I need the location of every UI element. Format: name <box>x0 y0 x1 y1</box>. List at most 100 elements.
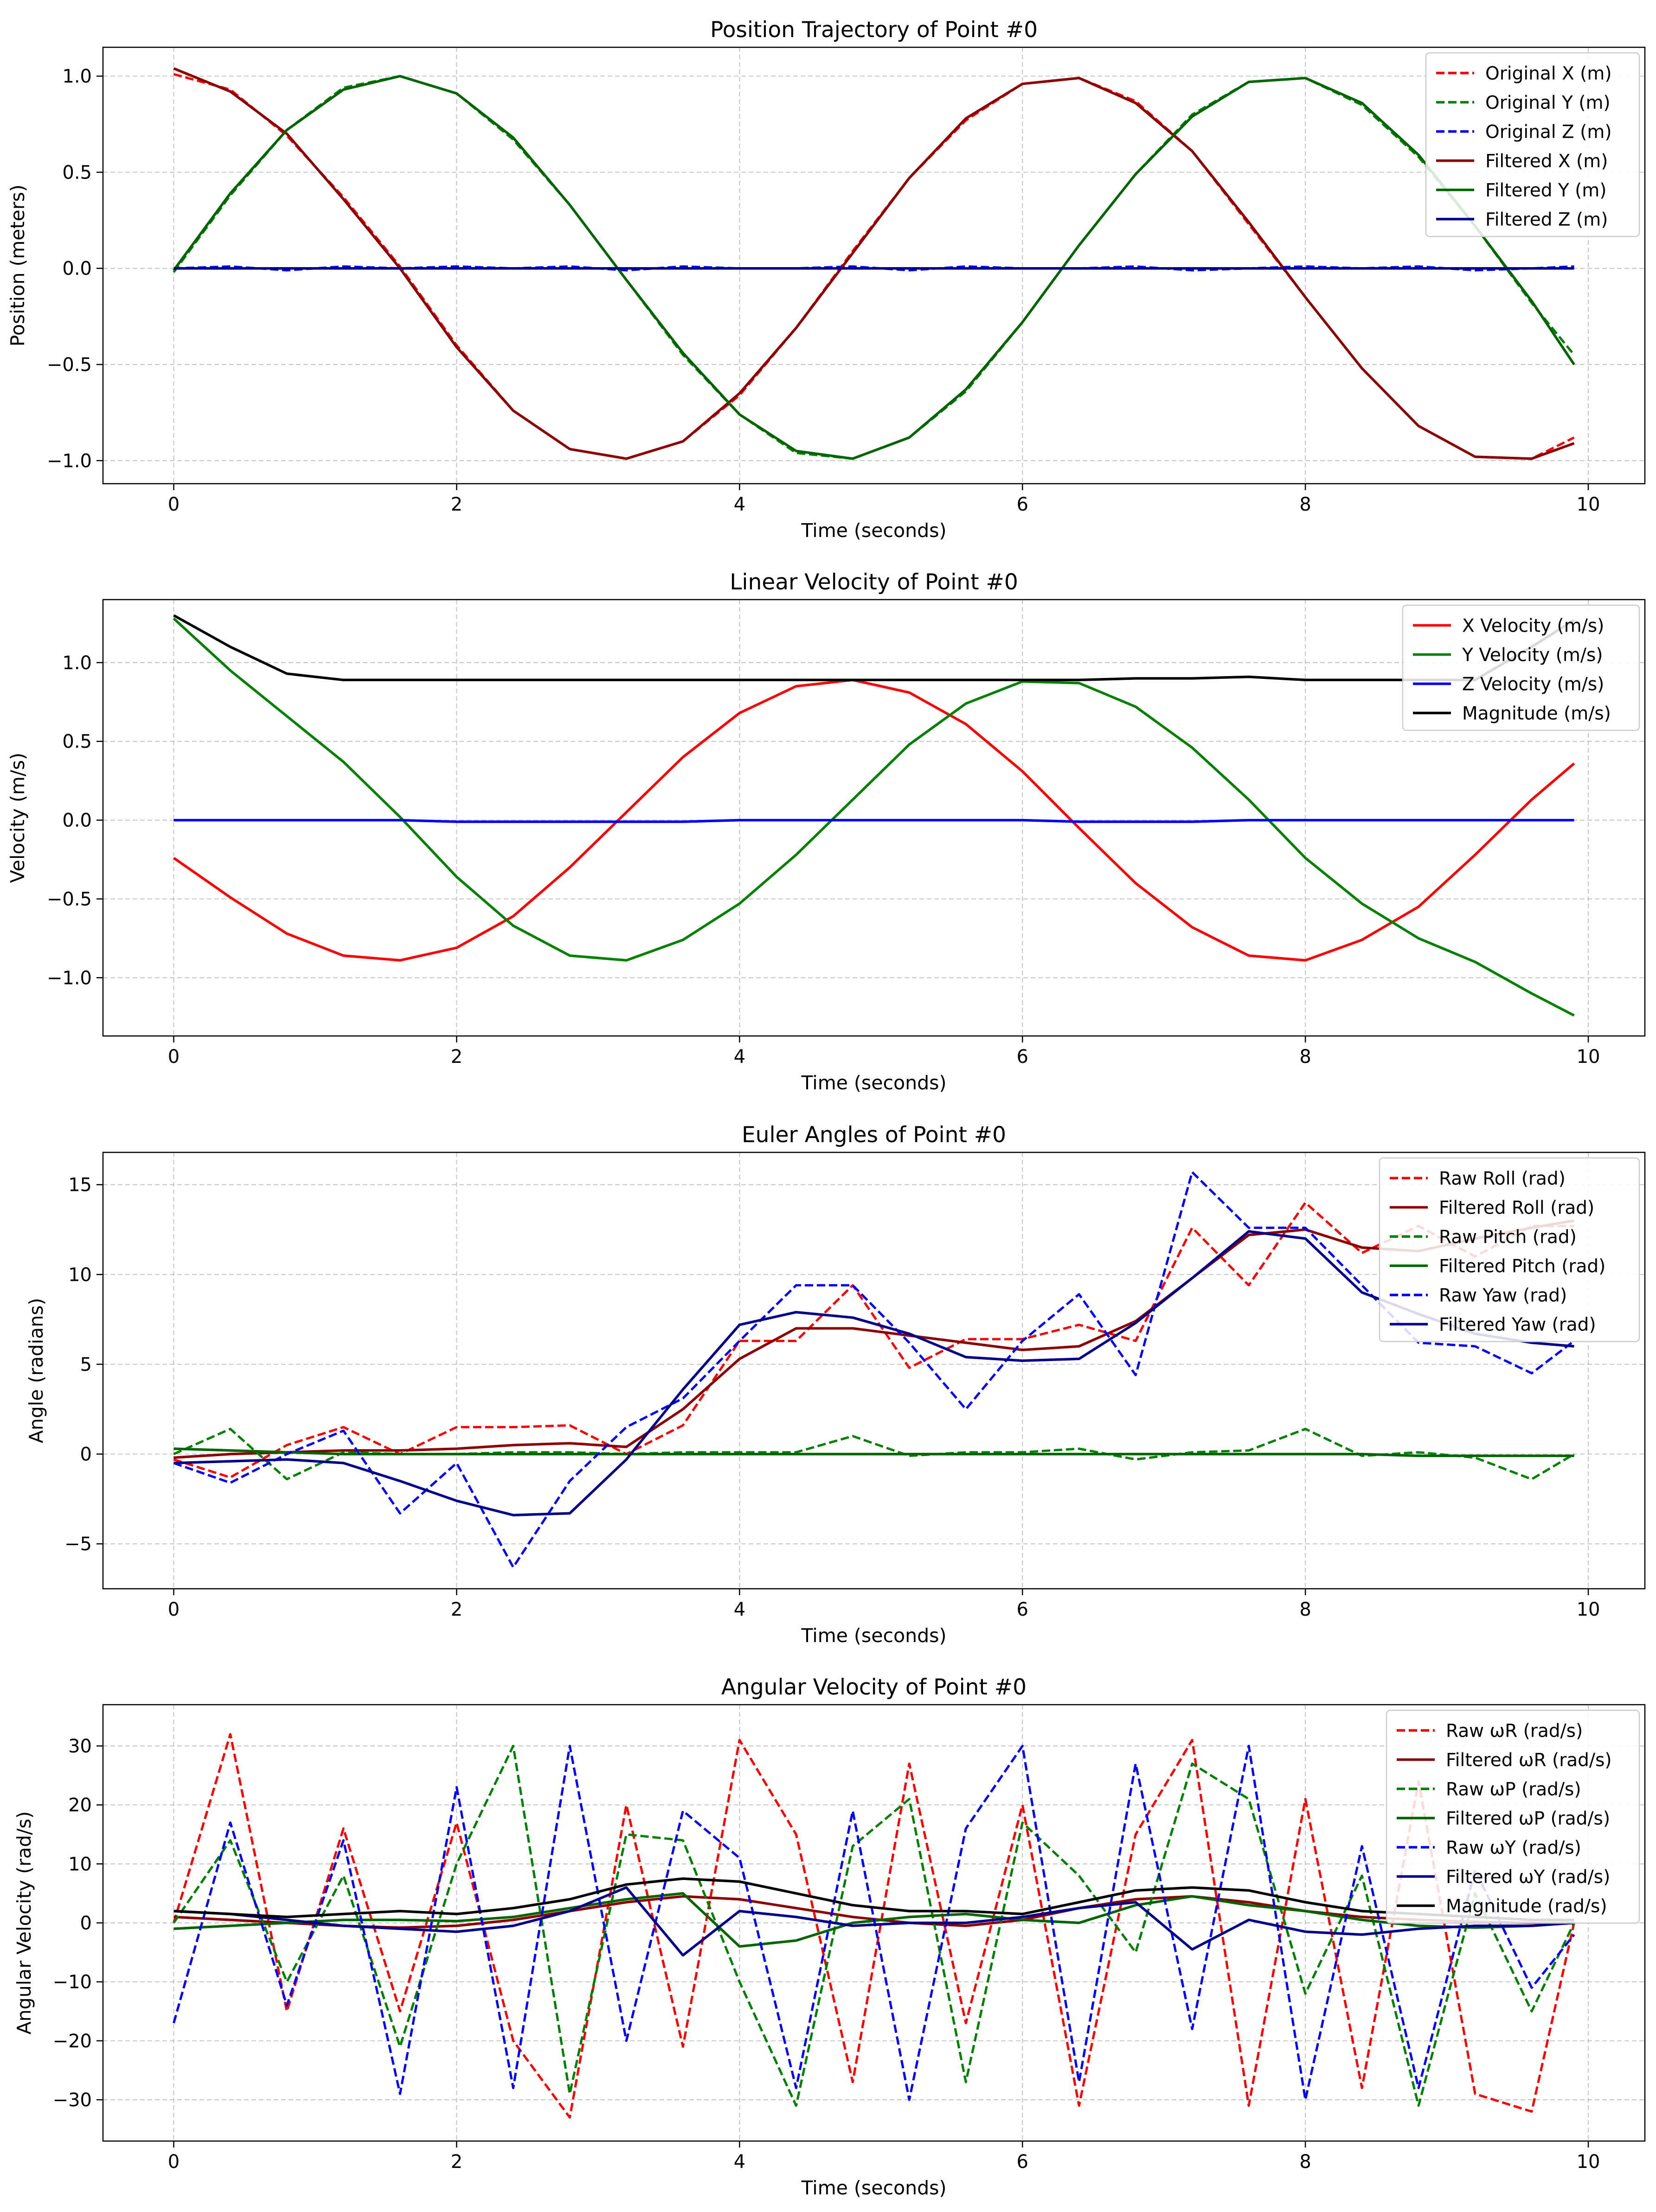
legend-label: Y Velocity (m/s) <box>1462 645 1603 666</box>
x-tick-label: 6 <box>1016 2151 1028 2173</box>
x-tick-label: 2 <box>451 494 462 515</box>
y-tick-label: −20 <box>53 2031 92 2052</box>
y-tick-label: 0.5 <box>62 162 92 183</box>
y-tick-label: 0 <box>80 1913 92 1934</box>
y-tick-label: 1.0 <box>62 652 92 674</box>
x-tick-label: 0 <box>168 2151 180 2173</box>
legend-label: Magnitude (m/s) <box>1462 703 1611 724</box>
axes-frame <box>102 599 1646 1037</box>
series-line-4 <box>173 1892 1574 1948</box>
legend-label: Original Z (m) <box>1485 122 1612 143</box>
y-axis-label: Angle (radians) <box>25 1298 47 1444</box>
x-axis-label: Time (seconds) <box>801 519 947 542</box>
x-tick-label: 2 <box>451 2151 462 2173</box>
chart-title: Position Trajectory of Point #0 <box>710 17 1038 43</box>
x-tick-label: 8 <box>1299 494 1311 515</box>
legend-label: Magnitude (rad/s) <box>1446 1896 1607 1917</box>
x-axis-label: Time (seconds) <box>801 1624 947 1647</box>
x-tick-label: 8 <box>1299 2151 1311 2173</box>
legend-label: Filtered Yaw (rad) <box>1439 1315 1596 1336</box>
y-tick-label: 0 <box>80 1444 92 1465</box>
chart-title: Linear Velocity of Point #0 <box>730 569 1018 595</box>
y-tick-label: −0.5 <box>47 889 92 910</box>
y-tick-label: −0.5 <box>47 354 92 376</box>
chart-panel-1: 0 2 4 6 8 10 −1.0 −0.5 0.0 0.5 1.0 Position Traject… <box>6 17 1646 542</box>
series-line-7 <box>173 1877 1574 1921</box>
y-tick-label: −30 <box>53 2090 92 2111</box>
legend-label: Z Velocity (m/s) <box>1462 674 1604 695</box>
x-tick-label: 4 <box>734 1599 745 1620</box>
y-tick-label: 10 <box>68 1854 92 1875</box>
y-tick-label: 0.0 <box>62 810 92 831</box>
legend-label: Raw Pitch (rad) <box>1439 1227 1577 1248</box>
x-tick-label: 0 <box>168 494 180 515</box>
y-axis-label: Velocity (m/s) <box>6 753 29 883</box>
legend-label: Original X (m) <box>1485 64 1612 84</box>
y-axis-label: Position (meters) <box>6 185 29 346</box>
x-tick-label: 4 <box>734 1046 745 1068</box>
legend-box <box>1379 1157 1640 1343</box>
series-line-4 <box>173 1447 1574 1458</box>
legend-box <box>1425 52 1640 237</box>
series-line-1 <box>173 678 1575 962</box>
x-tick-label: 6 <box>1016 494 1028 515</box>
chart-panel-3: 0 2 4 6 8 10 −5 0 5 10 15 Euler Angles of Point #0 T… <box>25 1122 1646 1647</box>
x-tick-label: 2 <box>451 1046 462 1068</box>
legend-label: Filtered Y (m) <box>1485 180 1607 201</box>
legend-label: Filtered Roll (rad) <box>1439 1198 1594 1219</box>
legend-label: Filtered Pitch (rad) <box>1439 1256 1605 1277</box>
y-axis-label: Angular Velocity (rad/s) <box>13 1811 35 2035</box>
series-line-3 <box>173 1745 1575 2107</box>
y-tick-label: −10 <box>53 1972 92 1993</box>
legend-label: Raw ωY (rad/s) <box>1446 1838 1581 1859</box>
x-tick-label: 0 <box>168 1046 180 1068</box>
legend-label: Filtered ωP (rad/s) <box>1446 1809 1610 1829</box>
x-axis-label: Time (seconds) <box>801 1072 947 1094</box>
series-line-5 <box>173 1745 1575 2101</box>
axes-frame <box>102 46 1646 485</box>
legend: Raw ωR (rad/s) Filtered ωR (rad/s) Raw ωP … <box>1386 1709 1640 1924</box>
y-tick-label: 0.0 <box>62 258 92 280</box>
x-tick-label: 8 <box>1299 1046 1311 1068</box>
legend-box <box>1402 604 1640 731</box>
legend: Original X (m) Original Y (m) Original Z (… <box>1425 52 1640 237</box>
series-line-2 <box>173 617 1575 1017</box>
legend-label: Filtered ωY (rad/s) <box>1446 1867 1610 1888</box>
legend-box <box>1386 1709 1640 1924</box>
y-tick-label: 1.0 <box>62 66 92 87</box>
legend-label: Raw Roll (rad) <box>1439 1169 1566 1189</box>
x-tick-label: 6 <box>1016 1046 1028 1068</box>
legend-label: Raw Yaw (rad) <box>1439 1285 1567 1306</box>
x-tick-label: 8 <box>1299 1599 1311 1620</box>
legend: X Velocity (m/s) Y Velocity (m/s) Z Veloci… <box>1402 604 1640 731</box>
x-tick-label: 10 <box>1577 2151 1600 2173</box>
y-tick-label: 30 <box>68 1736 92 1757</box>
legend: Raw Roll (rad) Filtered Roll (rad) Raw Pit… <box>1379 1157 1640 1343</box>
series-line-2 <box>173 1219 1574 1459</box>
y-tick-label: −5 <box>64 1534 92 1555</box>
series-line-6 <box>173 1230 1574 1516</box>
legend-label: Raw ωR (rad/s) <box>1446 1721 1583 1742</box>
legend-label: Original Y (m) <box>1485 93 1611 114</box>
x-tick-label: 10 <box>1577 494 1600 515</box>
legend-label: Filtered ωR (rad/s) <box>1446 1750 1612 1771</box>
series-line-5 <box>173 75 1575 460</box>
legend-label: Filtered X (m) <box>1485 151 1608 172</box>
series-line-4 <box>173 67 1575 460</box>
series-line-5 <box>173 1171 1575 1568</box>
y-tick-label: 0.5 <box>62 731 92 753</box>
x-tick-label: 6 <box>1016 1599 1028 1620</box>
series-line-3 <box>173 818 1574 823</box>
chart-panel-2: 0 2 4 6 8 10 −1.0 −0.5 0.0 0.5 1.0 Linear Velocity … <box>6 569 1646 1094</box>
legend-label: X Velocity (m/s) <box>1462 616 1604 637</box>
x-tick-label: 10 <box>1577 1046 1600 1068</box>
x-tick-label: 4 <box>734 494 745 515</box>
y-tick-label: −1.0 <box>47 450 92 472</box>
series-line-1 <box>173 1733 1575 2119</box>
series-line-6 <box>173 1886 1574 1957</box>
y-tick-label: 20 <box>68 1795 92 1816</box>
x-axis-label: Time (seconds) <box>801 2177 947 2199</box>
